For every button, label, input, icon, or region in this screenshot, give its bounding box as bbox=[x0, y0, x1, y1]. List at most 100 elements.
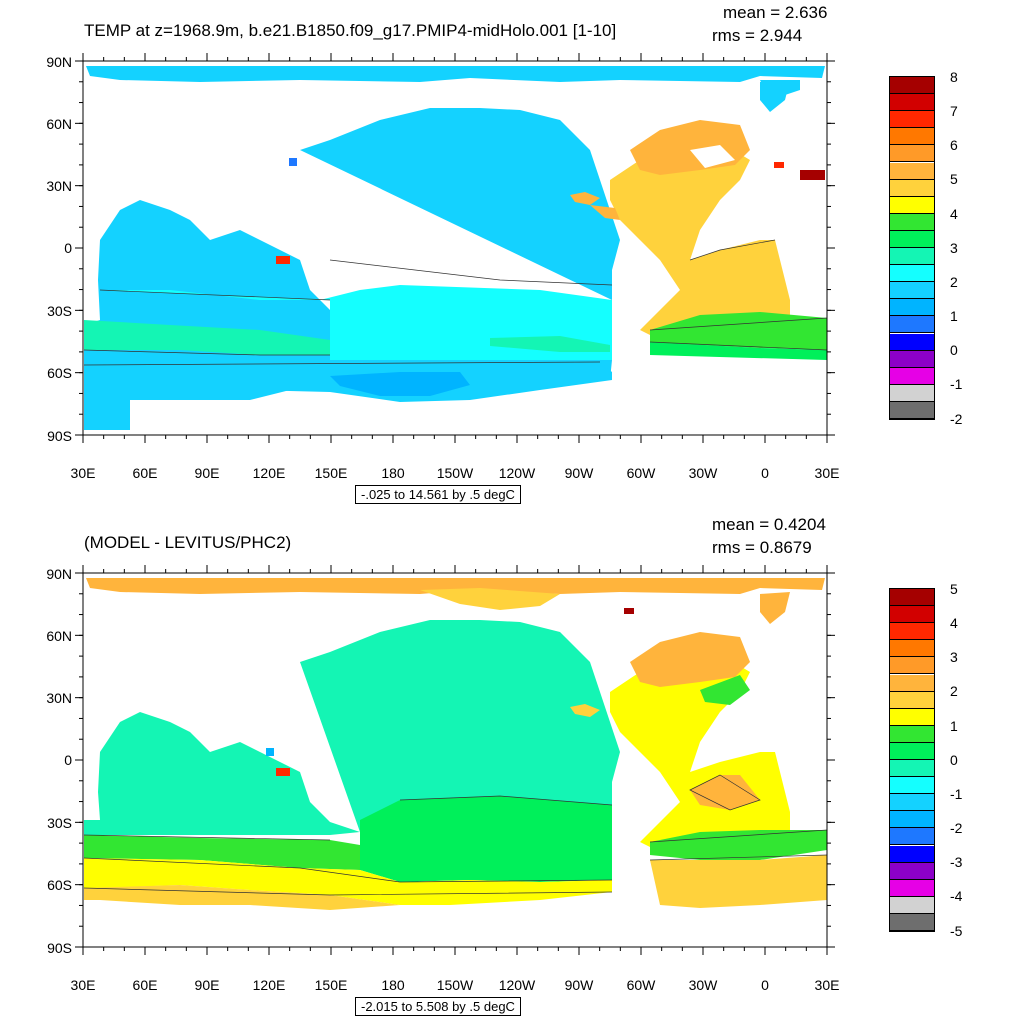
bottom-xtick: 90W bbox=[564, 977, 594, 993]
top-cb-label: 6 bbox=[950, 137, 958, 153]
top-xtick: 60W bbox=[626, 465, 656, 481]
colorbar-swatch bbox=[890, 384, 934, 402]
top-cb-label: -2 bbox=[950, 411, 963, 427]
colorbar-swatch bbox=[890, 213, 934, 231]
colorbar-swatch bbox=[890, 725, 934, 743]
colorbar-swatch bbox=[890, 179, 934, 197]
colorbar-swatch bbox=[890, 111, 934, 129]
bottom-xtick: 60E bbox=[132, 977, 158, 993]
top-cb-label: 2 bbox=[950, 274, 958, 290]
top-southern-belt bbox=[84, 320, 330, 355]
bottom-ytick-30n: 30N bbox=[46, 690, 72, 706]
colorbar-swatch bbox=[890, 128, 934, 146]
bottom-arctic-mid bbox=[420, 588, 560, 610]
top-red-sea bbox=[774, 162, 784, 168]
top-atlantic-north-hole bbox=[690, 145, 735, 168]
top-xtick: 120W bbox=[498, 465, 536, 481]
bottom-norwegian-sea bbox=[760, 592, 790, 624]
colorbar-swatch bbox=[890, 230, 934, 248]
colorbar-swatch bbox=[890, 777, 934, 795]
colorbar-swatch bbox=[890, 691, 934, 709]
colorbar-swatch bbox=[890, 606, 934, 624]
colorbar-swatch bbox=[890, 265, 934, 283]
bottom-ytick-90n: 90N bbox=[46, 566, 72, 582]
bottom-xtick: 30E bbox=[814, 977, 840, 993]
top-south-pacific bbox=[100, 285, 612, 360]
bottom-ytick-60s: 60S bbox=[47, 877, 72, 893]
top-panel-rms: rms = 2.944 bbox=[712, 26, 803, 45]
bottom-xtick: 150E bbox=[314, 977, 348, 993]
top-xtick: 60E bbox=[132, 465, 158, 481]
bottom-cb-label: 2 bbox=[950, 683, 958, 699]
bottom-cb-label: -4 bbox=[950, 888, 963, 904]
top-cb-label: 0 bbox=[950, 342, 958, 358]
colorbar-swatch bbox=[890, 828, 934, 846]
bottom-cb-label: -1 bbox=[950, 786, 963, 802]
bottom-cb-label: -5 bbox=[950, 923, 963, 939]
bottom-ticks bbox=[75, 565, 835, 955]
top-xtick: 180 bbox=[381, 465, 405, 481]
top-deep-patch bbox=[330, 372, 470, 396]
colorbar-swatch bbox=[890, 282, 934, 300]
colorbar-swatch bbox=[890, 896, 934, 914]
colorbar-swatch bbox=[890, 248, 934, 266]
colorbar-swatch bbox=[890, 657, 934, 675]
top-atlantic-south-band2 bbox=[650, 342, 827, 360]
bottom-cb-label: 1 bbox=[950, 718, 958, 734]
bottom-xtick: 60W bbox=[626, 977, 656, 993]
top-caribbean bbox=[590, 205, 620, 220]
bottom-panel-mean: mean = 0.4204 bbox=[712, 515, 826, 534]
colorbar-swatch bbox=[890, 196, 934, 214]
colorbar-swatch bbox=[890, 742, 934, 760]
bottom-ytick-90s: 90S bbox=[47, 940, 72, 956]
colorbar-swatch bbox=[890, 589, 934, 607]
top-xtick: 30E bbox=[70, 465, 96, 481]
top-ytick-60s: 60S bbox=[47, 365, 72, 381]
bottom-xtick: 30W bbox=[688, 977, 718, 993]
top-ytick-90n: 90N bbox=[46, 54, 72, 70]
top-cb-label: 8 bbox=[950, 69, 958, 85]
colorbar-swatch bbox=[890, 913, 934, 931]
colorbar-swatch bbox=[890, 760, 934, 778]
bottom-xtick: 150W bbox=[436, 977, 474, 993]
bottom-indo-hot bbox=[276, 768, 290, 776]
bottom-red-sea bbox=[624, 608, 634, 614]
top-xtick: 30E bbox=[814, 465, 840, 481]
colorbar-swatch bbox=[890, 708, 934, 726]
top-atlantic bbox=[610, 145, 790, 340]
bottom-ytick-0: 0 bbox=[64, 752, 72, 768]
top-panel-mean: mean = 2.636 bbox=[723, 3, 828, 22]
top-range-box: -.025 to 14.561 by .5 degC bbox=[355, 485, 521, 504]
colorbar-swatch bbox=[890, 94, 934, 112]
bottom-cb-label: -2 bbox=[950, 820, 963, 836]
bottom-xtick: 180 bbox=[381, 977, 405, 993]
top-cb-label: 4 bbox=[950, 206, 958, 222]
top-atlantic-south-band bbox=[650, 312, 827, 350]
top-ticks bbox=[75, 53, 835, 443]
bottom-cb-label: 3 bbox=[950, 649, 958, 665]
top-cb-label: 5 bbox=[950, 171, 958, 187]
top-cb-label: 1 bbox=[950, 308, 958, 324]
bottom-gulf bbox=[570, 704, 600, 717]
top-ytick-90s: 90S bbox=[47, 428, 72, 444]
bottom-colorbar bbox=[889, 588, 935, 932]
top-arctic-ocean bbox=[86, 66, 825, 82]
bottom-atlantic-south-yellow bbox=[650, 855, 827, 908]
bottom-ytick-30s: 30S bbox=[47, 815, 72, 831]
top-ytick-30n: 30N bbox=[46, 178, 72, 194]
bottom-pacific-indian bbox=[84, 620, 620, 835]
top-cb-label: 3 bbox=[950, 240, 958, 256]
bottom-range-box: -2.015 to 5.508 by .5 degC bbox=[355, 997, 521, 1016]
top-indo-hot bbox=[276, 256, 290, 264]
colorbar-swatch bbox=[890, 640, 934, 658]
top-gulf bbox=[570, 192, 600, 205]
top-ytick-0: 0 bbox=[64, 240, 72, 256]
top-xtick: 90W bbox=[564, 465, 594, 481]
colorbar-swatch bbox=[890, 623, 934, 641]
bottom-cb-label: 4 bbox=[950, 615, 958, 631]
bottom-xtick: 0 bbox=[761, 977, 769, 993]
bottom-antarctic bbox=[84, 885, 400, 910]
top-xtick: 0 bbox=[761, 465, 769, 481]
top-xtick: 150E bbox=[314, 465, 348, 481]
